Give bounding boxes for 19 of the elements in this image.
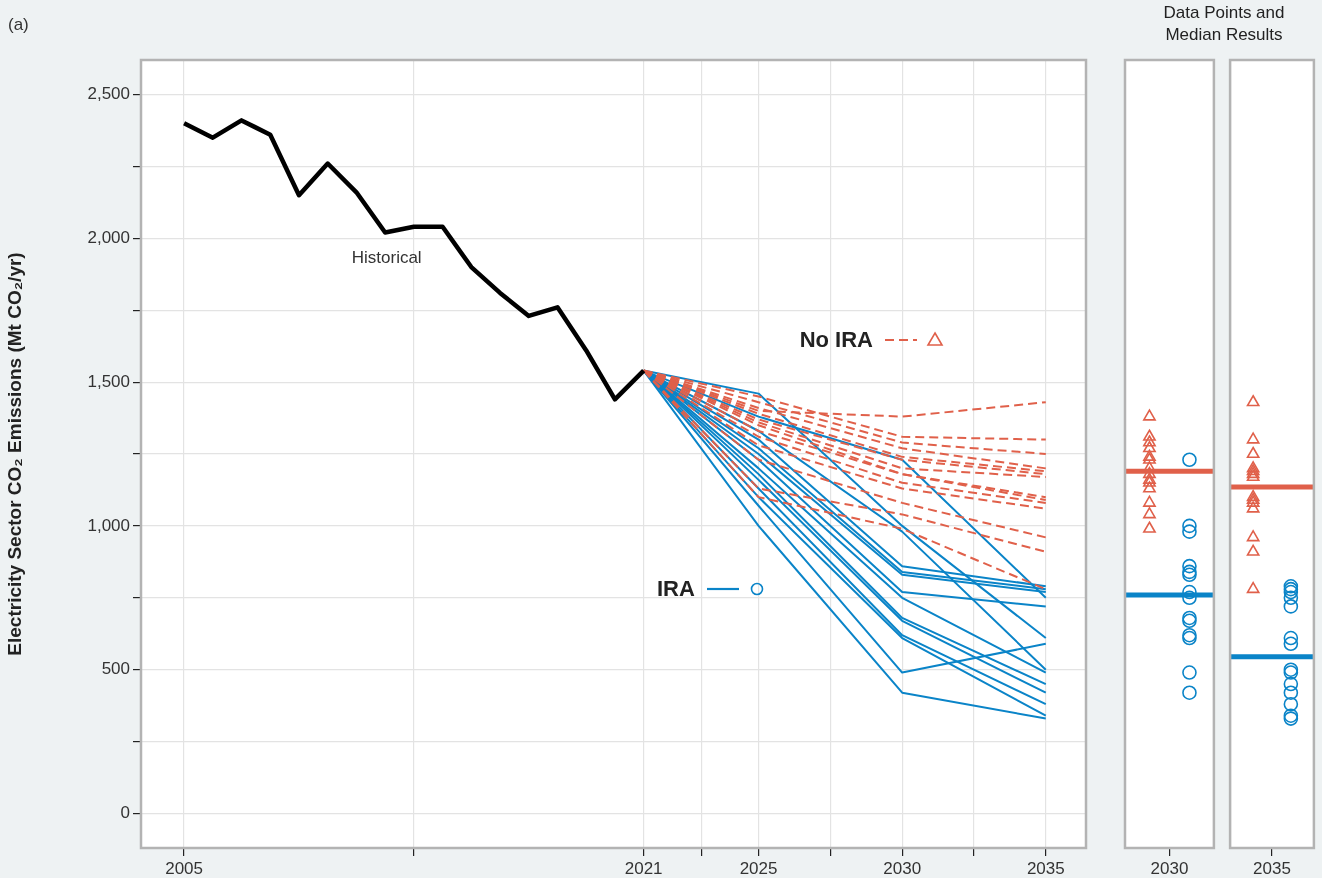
x-tick-label: 2035 <box>1253 858 1291 878</box>
x-tick-label: 2021 <box>624 858 663 878</box>
y-axis-title: Electricity Sector CO₂ Emissions (Mt CO₂/yr) <box>3 252 25 656</box>
text: (a) <box>8 15 29 34</box>
x-tick-label: 2025 <box>739 858 778 878</box>
x-tick-label: 2030 <box>1150 858 1189 878</box>
y-tick-label: 1,500 <box>87 371 130 391</box>
legend-label: No IRA <box>799 325 873 354</box>
y-tick-label: 0 <box>120 803 130 823</box>
x-tick-label: 2035 <box>1026 858 1065 878</box>
chart-title: Data Points and Median Results <box>1162 2 1286 46</box>
y-tick-label: 2,000 <box>87 227 130 247</box>
y-tick-label: 1,000 <box>87 515 130 535</box>
y-tick-label: 2,500 <box>87 84 130 104</box>
x-tick-label: 2005 <box>165 858 203 878</box>
legend-label: IRA <box>656 574 695 603</box>
annotation: Historical <box>351 248 422 268</box>
y-tick-label: 500 <box>101 659 130 679</box>
x-tick-label: 2030 <box>883 858 922 878</box>
